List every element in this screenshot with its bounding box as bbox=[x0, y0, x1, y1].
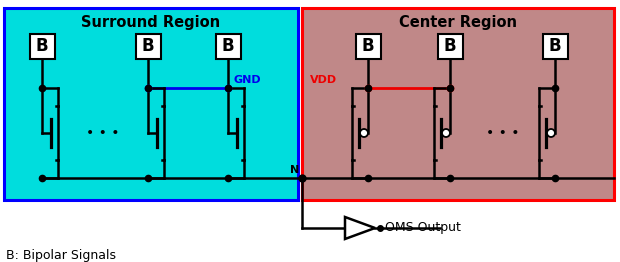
Text: N: N bbox=[290, 165, 299, 175]
Bar bbox=[30, 34, 55, 58]
Circle shape bbox=[547, 129, 555, 137]
Bar bbox=[542, 34, 567, 58]
Bar bbox=[355, 34, 381, 58]
Text: Surround Region: Surround Region bbox=[81, 14, 221, 30]
Bar bbox=[438, 34, 463, 58]
Text: OMS Output: OMS Output bbox=[385, 221, 461, 234]
Text: Center Region: Center Region bbox=[399, 14, 517, 30]
Text: • • •: • • • bbox=[485, 126, 520, 140]
Text: B: B bbox=[444, 37, 456, 55]
Bar bbox=[136, 34, 161, 58]
Text: VDD: VDD bbox=[310, 75, 337, 85]
Text: B: B bbox=[549, 37, 561, 55]
Text: B: Bipolar Signals: B: Bipolar Signals bbox=[6, 248, 116, 261]
Text: B: B bbox=[142, 37, 154, 55]
Bar bbox=[302, 8, 614, 200]
Bar bbox=[4, 8, 298, 200]
Text: GND: GND bbox=[233, 75, 260, 85]
Circle shape bbox=[360, 129, 368, 137]
Text: B: B bbox=[361, 37, 374, 55]
Text: • • •: • • • bbox=[86, 126, 120, 140]
Circle shape bbox=[442, 129, 450, 137]
Text: B: B bbox=[222, 37, 234, 55]
Bar bbox=[216, 34, 241, 58]
Polygon shape bbox=[345, 217, 375, 239]
Text: B: B bbox=[36, 37, 48, 55]
